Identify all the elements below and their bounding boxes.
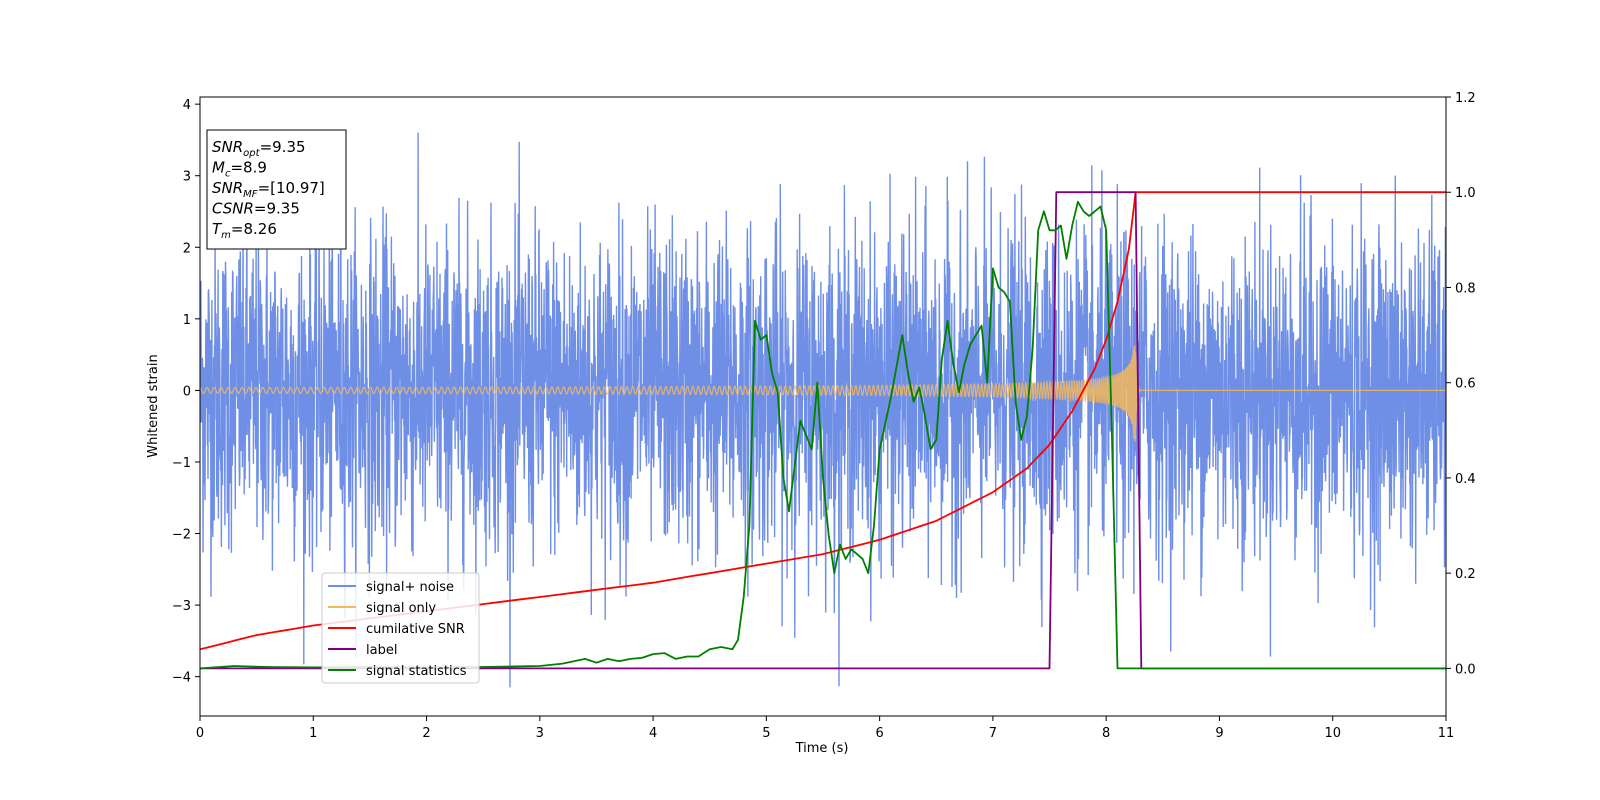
- legend: signal+ noise signal only cumilative SNR la…: [321, 572, 480, 684]
- legend-label-cumilative-snr: cumilative SNR: [366, 622, 465, 637]
- x-tick-label: 10: [1324, 726, 1341, 741]
- legend-label-signal-statistics: signal statistics: [366, 664, 467, 679]
- y-right-tick-label: 0.4: [1455, 472, 1476, 487]
- info-line: SNRopt=9.35: [212, 138, 306, 159]
- series-line-signal-noise: [200, 132, 1446, 688]
- info-box-frame: [206, 129, 347, 250]
- legend-label-label: label: [366, 643, 397, 658]
- plot-area: [200, 132, 1446, 688]
- series-line-signal-statistics: [200, 200, 1446, 670]
- y-right-tick-label: 0.6: [1455, 377, 1476, 392]
- y-right-tick-label: 0.0: [1455, 662, 1476, 677]
- y-left-tick-label: 3: [183, 170, 191, 185]
- y-right-tick-label: 0.2: [1455, 567, 1476, 582]
- y-right-tick-label: 0.8: [1455, 281, 1476, 296]
- x-tick-label: 8: [1102, 726, 1110, 741]
- x-tick-label: 9: [1215, 726, 1223, 741]
- y-left-tick-label: −4: [172, 671, 191, 686]
- x-tick-label: 11: [1438, 726, 1455, 741]
- y-right-tick-label: 1.2: [1455, 91, 1476, 106]
- axes: 0 1 2 3 4 5 6 7 8 9 10 11 −4 −3 −2 −1 0 1 2 3 4 0.0 0.2 0.4 0.6 0…: [172, 91, 1476, 741]
- y-right-tick-label: 1.0: [1455, 186, 1476, 201]
- y-left-tick-label: 1: [183, 313, 191, 328]
- y-left-tick-label: −2: [172, 528, 191, 543]
- y-left-tick-label: 2: [183, 241, 191, 256]
- info-line: CSNR=9.35: [212, 200, 300, 218]
- info-line: SNRMF=[10.97]: [212, 179, 325, 200]
- x-tick-label: 3: [536, 726, 544, 741]
- y-left-tick-label: −1: [172, 456, 191, 471]
- y-left-tick-label: −3: [172, 599, 191, 614]
- x-tick-label: 5: [762, 726, 770, 741]
- y-left-tick-label: 0: [183, 384, 191, 399]
- x-tick-label: 7: [989, 726, 997, 741]
- x-tick-label: 2: [422, 726, 430, 741]
- x-axis-label: Time (s): [795, 741, 849, 756]
- info-line: Tm=8.26: [212, 220, 277, 241]
- legend-label-signal-noise: signal+ noise: [366, 580, 454, 595]
- x-tick-label: 6: [875, 726, 883, 741]
- legend-frame: [321, 572, 480, 684]
- plot-frame: [199, 96, 1447, 717]
- series-line-cumilative-snr: [200, 191, 1446, 651]
- y-axis-label: Whitened strain: [146, 354, 161, 457]
- series-line-signal-only: [200, 345, 1446, 442]
- info-line: Mc=8.9: [212, 159, 267, 180]
- legend-label-signal-only: signal only: [366, 601, 436, 616]
- x-tick-label: 1: [309, 726, 317, 741]
- x-tick-label: 4: [649, 726, 657, 741]
- y-left-tick-label: 4: [183, 98, 191, 113]
- x-tick-label: 0: [196, 726, 204, 741]
